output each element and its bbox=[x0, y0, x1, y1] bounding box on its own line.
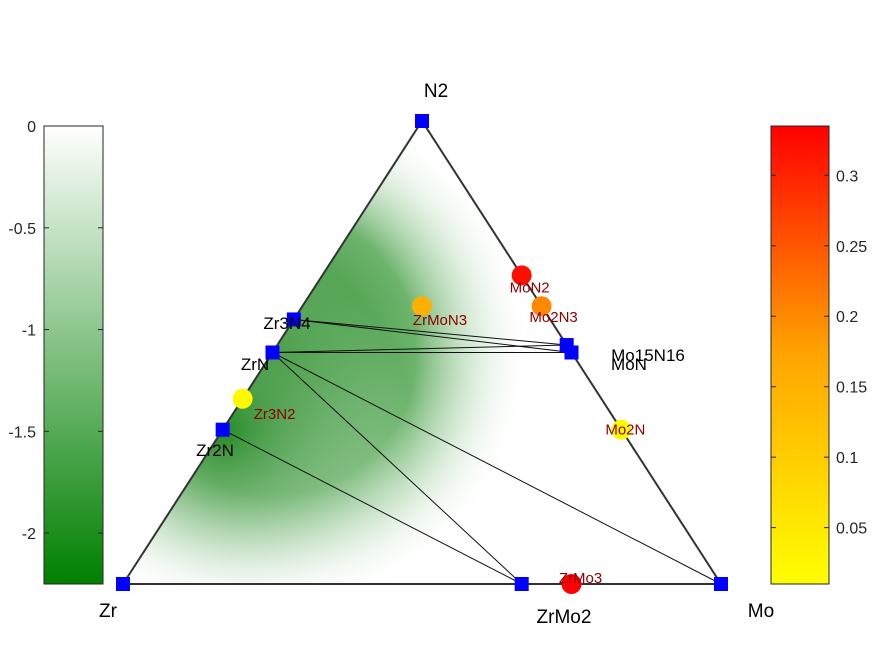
hull-energy-tick-label: 0.05 bbox=[836, 521, 867, 538]
tie-line-zrn-zrmo2 bbox=[272, 352, 523, 585]
hull-energy-tick-label: 0.1 bbox=[836, 450, 858, 467]
hull-energy-colorbar-ticks: 0.05 0.1 0.15 0.2 0.25 0.3 bbox=[771, 168, 867, 538]
stable-phase-label-mo: Mo bbox=[748, 601, 774, 622]
tie-lines bbox=[222, 318, 722, 585]
formation-energy-colorbar-fill bbox=[43, 125, 104, 585]
hull-energy-tick-label: 0.15 bbox=[836, 380, 867, 397]
formation-energy-tick-label: -1 bbox=[22, 323, 36, 340]
unstable-phase-marker-zrmo3[interactable] bbox=[561, 574, 582, 594]
unstable-phase-label-zrmo3: ZrMo3 bbox=[559, 570, 602, 587]
stable-phase-marker-zr3n4[interactable] bbox=[286, 312, 301, 327]
stable-phase-label-mo15n16: Mo15N16 bbox=[611, 346, 685, 365]
formation-energy-colorbar-ticks: 0 -0.5 -1 -1.5 -2 bbox=[8, 119, 103, 543]
stable-phase-marker-zr[interactable] bbox=[116, 577, 130, 591]
hull-energy-tick-label: 0.2 bbox=[836, 309, 858, 326]
unstable-phase-label-mon2: MoN2 bbox=[510, 279, 550, 296]
stable-phase-label-zr: Zr bbox=[99, 601, 118, 622]
unstable-phase-label-zr3n2: Zr3N2 bbox=[254, 406, 296, 423]
unstable-phase-marker-mo2n[interactable] bbox=[611, 419, 632, 440]
unstable-phases: MoN2 Mo2N3 ZrMoN3 Mo2N Zr3N2 ZrMo3 bbox=[232, 265, 645, 594]
stable-phase-label-zrmo2: ZrMo2 bbox=[537, 607, 592, 628]
stable-phase-label-zrn: ZrN bbox=[241, 355, 269, 374]
stable-phase-marker-mo15n16[interactable] bbox=[559, 338, 574, 353]
unstable-phase-marker-mon2[interactable] bbox=[511, 265, 532, 286]
stable-phase-marker-n2[interactable] bbox=[415, 114, 429, 128]
unstable-phase-label-zrmon3: ZrMoN3 bbox=[413, 312, 467, 329]
stable-phase-label-zr3n4: Zr3N4 bbox=[263, 314, 310, 333]
tie-line-zrn-mo bbox=[272, 352, 722, 585]
formation-energy-tick-label: 0 bbox=[27, 119, 36, 136]
tie-line-zr3n4-mo15n16 bbox=[293, 318, 567, 346]
tie-line-zr2n-zrmo2 bbox=[222, 429, 522, 585]
unstable-phase-label-mo2n3: Mo2N3 bbox=[529, 309, 577, 326]
hull-energy-tick-label: 0.3 bbox=[836, 168, 858, 185]
formation-energy-tick-label: -2 bbox=[22, 526, 36, 543]
stable-phase-marker-zrn[interactable] bbox=[265, 345, 280, 360]
hull-energy-colorbar-fill bbox=[770, 125, 830, 585]
formation-energy-colorbar: 0 -0.5 -1 -1.5 -2 bbox=[8, 119, 104, 585]
stable-phase-label-n2: N2 bbox=[424, 81, 448, 102]
unstable-phase-marker-zr3n2[interactable] bbox=[232, 388, 253, 409]
tie-line-zr3n4-mon bbox=[293, 318, 572, 353]
formation-energy-tick-label: -0.5 bbox=[8, 221, 36, 238]
stable-phase-marker-mo[interactable] bbox=[714, 577, 728, 591]
stable-phase-marker-zrmo2[interactable] bbox=[514, 577, 529, 591]
stable-phase-marker-zr2n[interactable] bbox=[215, 422, 230, 437]
hull-energy-colorbar: 0.05 0.1 0.15 0.2 0.25 0.3 bbox=[770, 125, 867, 585]
hull-energy-tick-label: 0.25 bbox=[836, 239, 867, 256]
unstable-phase-marker-zrmon3[interactable] bbox=[412, 296, 432, 317]
unstable-phase-marker-mo2n3[interactable] bbox=[531, 296, 552, 317]
formation-energy-tick-label: -1.5 bbox=[8, 424, 36, 441]
unstable-phase-label-mo2n: Mo2N bbox=[605, 422, 645, 439]
stable-phase-label-zr2n: Zr2N bbox=[196, 441, 234, 460]
stable-phase-label-mon: MoN bbox=[611, 355, 647, 374]
